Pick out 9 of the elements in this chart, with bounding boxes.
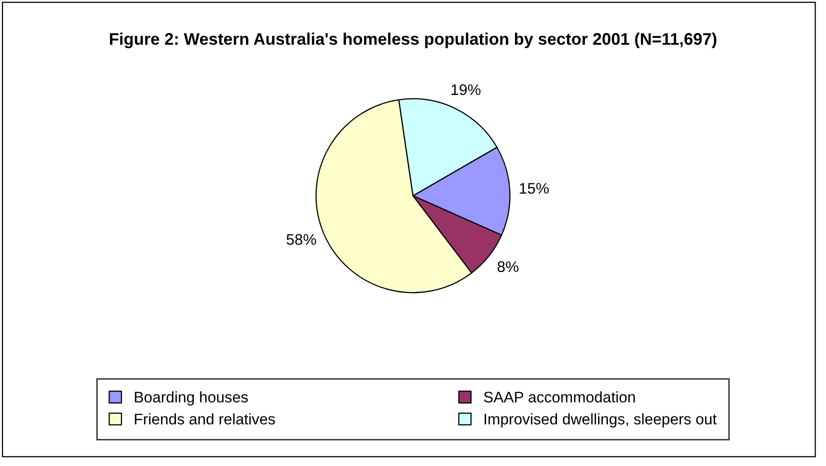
- data-label: 8%: [498, 261, 518, 272]
- data-label: 58%: [286, 234, 316, 245]
- data-label: 15%: [520, 182, 549, 194]
- data-label: 19%: [452, 84, 480, 96]
- legend-label: SAAP accommodation: [484, 391, 635, 403]
- legend-label: Boarding houses: [134, 391, 248, 406]
- legend-label: Friends and relatives: [134, 413, 275, 424]
- chart-title: Figure 2: Western Australia's homeless population by sector 2001 (N=11,697): [110, 32, 716, 48]
- legend-label: Improvised dwellings, sleepers out: [484, 413, 717, 428]
